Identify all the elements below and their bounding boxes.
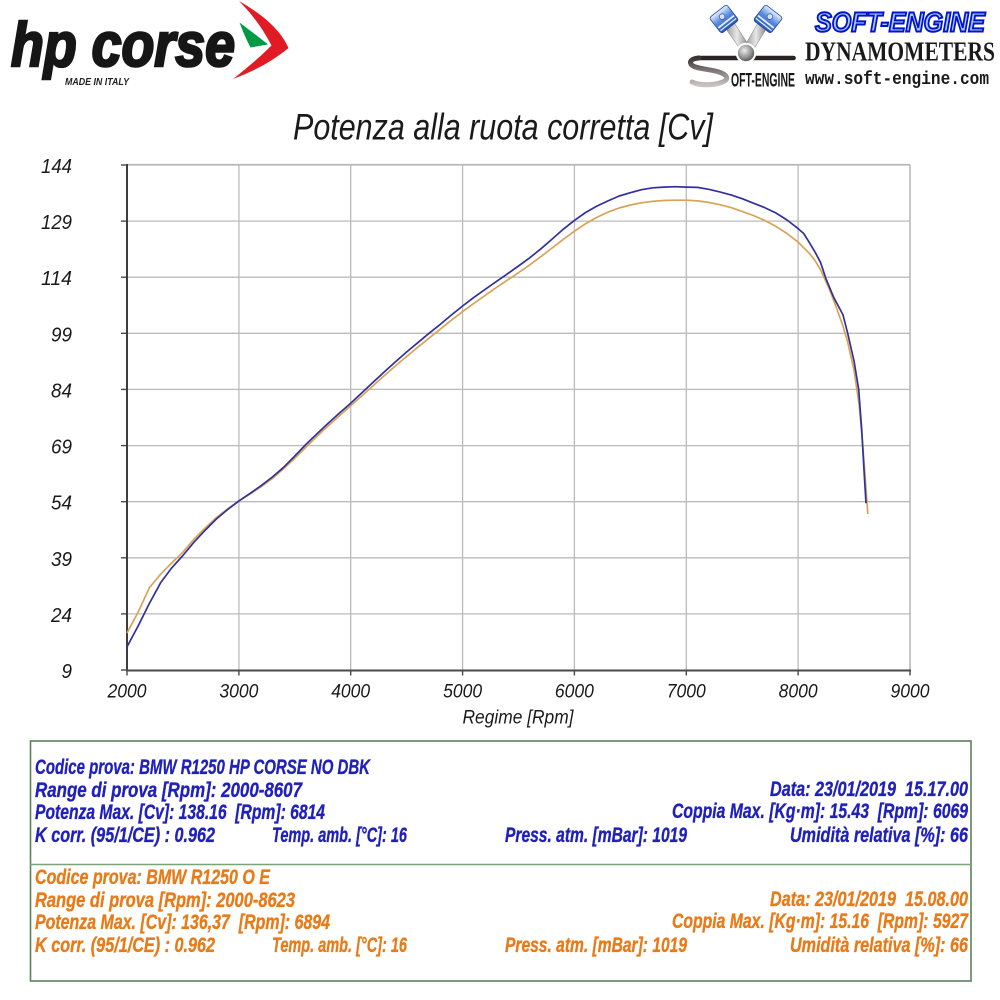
svg-text:144: 144 bbox=[41, 156, 72, 178]
svg-text:DYNAMOMETERS: DYNAMOMETERS bbox=[805, 37, 995, 67]
svg-text:5000: 5000 bbox=[443, 680, 482, 702]
svg-text:9000: 9000 bbox=[891, 680, 930, 702]
svg-text:OFT-ENGINE: OFT-ENGINE bbox=[731, 69, 795, 91]
svg-text:39: 39 bbox=[51, 549, 72, 571]
svg-text:Data: 23/01/2019 15.17.00: Data: 23/01/2019 15.17.00 bbox=[770, 778, 968, 801]
svg-text:Temp. amb. [°C]: 16: Temp. amb. [°C]: 16 bbox=[272, 934, 407, 957]
svg-text:Press. atm. [mBar]: 1019: Press. atm. [mBar]: 1019 bbox=[505, 934, 687, 957]
svg-text:24: 24 bbox=[50, 605, 72, 627]
svg-text:Umidità relativa [%]: 66: Umidità relativa [%]: 66 bbox=[790, 934, 968, 957]
svg-text:4000: 4000 bbox=[331, 680, 370, 702]
svg-text:Coppia Max. [Kg·m]: 15.16 [Rp: Coppia Max. [Kg·m]: 15.16 [Rpm]: 5927 bbox=[672, 910, 969, 933]
svg-text:2000: 2000 bbox=[107, 680, 147, 702]
svg-text:54: 54 bbox=[51, 493, 72, 515]
svg-text:99: 99 bbox=[51, 324, 72, 346]
svg-text:SOFT-ENGINE: SOFT-ENGINE bbox=[815, 7, 986, 38]
svg-text:Range di prova [Rpm]: 2000-862: Range di prova [Rpm]: 2000-8623 bbox=[35, 889, 295, 912]
svg-text:9: 9 bbox=[62, 661, 73, 683]
svg-text:69: 69 bbox=[51, 437, 72, 459]
svg-text:3000: 3000 bbox=[219, 680, 258, 702]
svg-text:Potenza alla ruota corretta [C: Potenza alla ruota corretta [Cv] bbox=[293, 106, 714, 147]
svg-text:K corr. (95/1/CE) : 0.962: K corr. (95/1/CE) : 0.962 bbox=[35, 934, 215, 957]
svg-text:Regime [Rpm]: Regime [Rpm] bbox=[463, 708, 575, 729]
svg-text:Umidità relativa [%]: 66: Umidità relativa [%]: 66 bbox=[790, 824, 968, 847]
svg-text:www.soft-engine.com: www.soft-engine.com bbox=[805, 69, 989, 90]
svg-text:Coppia Max. [Kg·m]: 15.43 [Rp: Coppia Max. [Kg·m]: 15.43 [Rpm]: 6069 bbox=[672, 800, 968, 823]
svg-text:6000: 6000 bbox=[555, 680, 594, 702]
svg-text:Press. atm. [mBar]: 1019: Press. atm. [mBar]: 1019 bbox=[505, 824, 687, 847]
svg-text:7000: 7000 bbox=[667, 680, 706, 702]
svg-text:Temp. amb. [°C]: 16: Temp. amb. [°C]: 16 bbox=[272, 824, 407, 847]
svg-text:8000: 8000 bbox=[779, 680, 818, 702]
svg-text:MADE IN ITALY: MADE IN ITALY bbox=[65, 76, 130, 88]
svg-text:Codice prova: BMW R1250 O E: Codice prova: BMW R1250 O E bbox=[35, 866, 271, 889]
svg-text:Potenza Max. [Cv]: 138.16 [Rp: Potenza Max. [Cv]: 138.16 [Rpm]: 6814 bbox=[35, 801, 325, 824]
svg-text:Range di prova [Rpm]: 2000-860: Range di prova [Rpm]: 2000-8607 bbox=[35, 779, 303, 802]
svg-text:Potenza Max. [Cv]: 136,37 [Rp: Potenza Max. [Cv]: 136,37 [Rpm]: 6894 bbox=[35, 911, 330, 934]
svg-text:K corr. (95/1/CE) : 0.962: K corr. (95/1/CE) : 0.962 bbox=[35, 824, 215, 847]
svg-text:114: 114 bbox=[41, 268, 72, 290]
svg-text:Codice prova: BMW R1250 HP COR: Codice prova: BMW R1250 HP CORSE NO DBK bbox=[35, 756, 371, 779]
svg-text:84: 84 bbox=[51, 380, 72, 402]
svg-text:Data: 23/01/2019 15.08.00: Data: 23/01/2019 15.08.00 bbox=[770, 888, 968, 911]
svg-text:129: 129 bbox=[41, 212, 72, 234]
svg-text:hp corse: hp corse bbox=[11, 11, 235, 80]
